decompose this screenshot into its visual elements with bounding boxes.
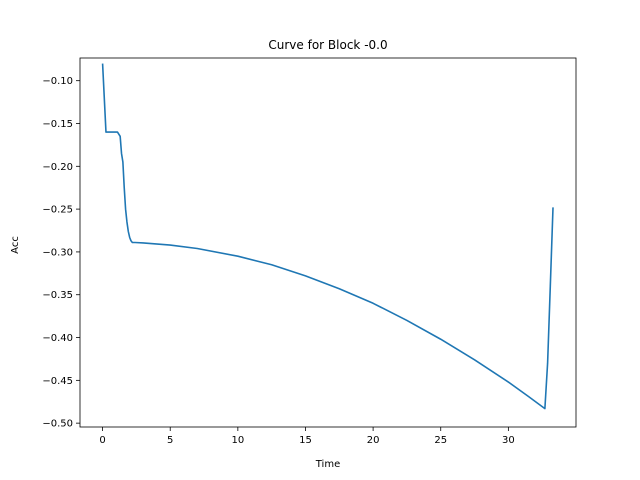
chart-title: Curve for Block -0.0 xyxy=(268,38,387,52)
y-tick-label: −0.45 xyxy=(42,376,73,387)
x-axis-label: Time xyxy=(315,459,340,470)
x-tick-label: 5 xyxy=(167,435,173,446)
y-tick-label: −0.15 xyxy=(42,119,73,130)
plot-area: 0 5 10 15 20 25 30 −0.10 −0.15 −0.20 −0.25 −0.30 −0.… xyxy=(42,57,577,446)
y-tick-label: −0.40 xyxy=(42,333,73,344)
y-tick-label: −0.35 xyxy=(42,290,73,301)
x-tick-label: 25 xyxy=(434,435,447,446)
x-tick-label: 30 xyxy=(502,435,515,446)
y-tick-label: −0.10 xyxy=(42,76,73,87)
y-tick-label: −0.50 xyxy=(42,419,73,430)
x-tick-label: 10 xyxy=(231,435,244,446)
plot-frame xyxy=(79,57,577,428)
y-tick-label: −0.20 xyxy=(42,162,73,173)
series-line-0 xyxy=(101,63,554,410)
x-tick-label: 20 xyxy=(367,435,380,446)
y-tick-label: −0.25 xyxy=(42,205,73,216)
y-tick-label: −0.30 xyxy=(42,247,73,258)
x-tick-label: 0 xyxy=(99,435,105,446)
y-axis-label: Acc xyxy=(10,236,21,254)
x-tick-label: 15 xyxy=(299,435,312,446)
